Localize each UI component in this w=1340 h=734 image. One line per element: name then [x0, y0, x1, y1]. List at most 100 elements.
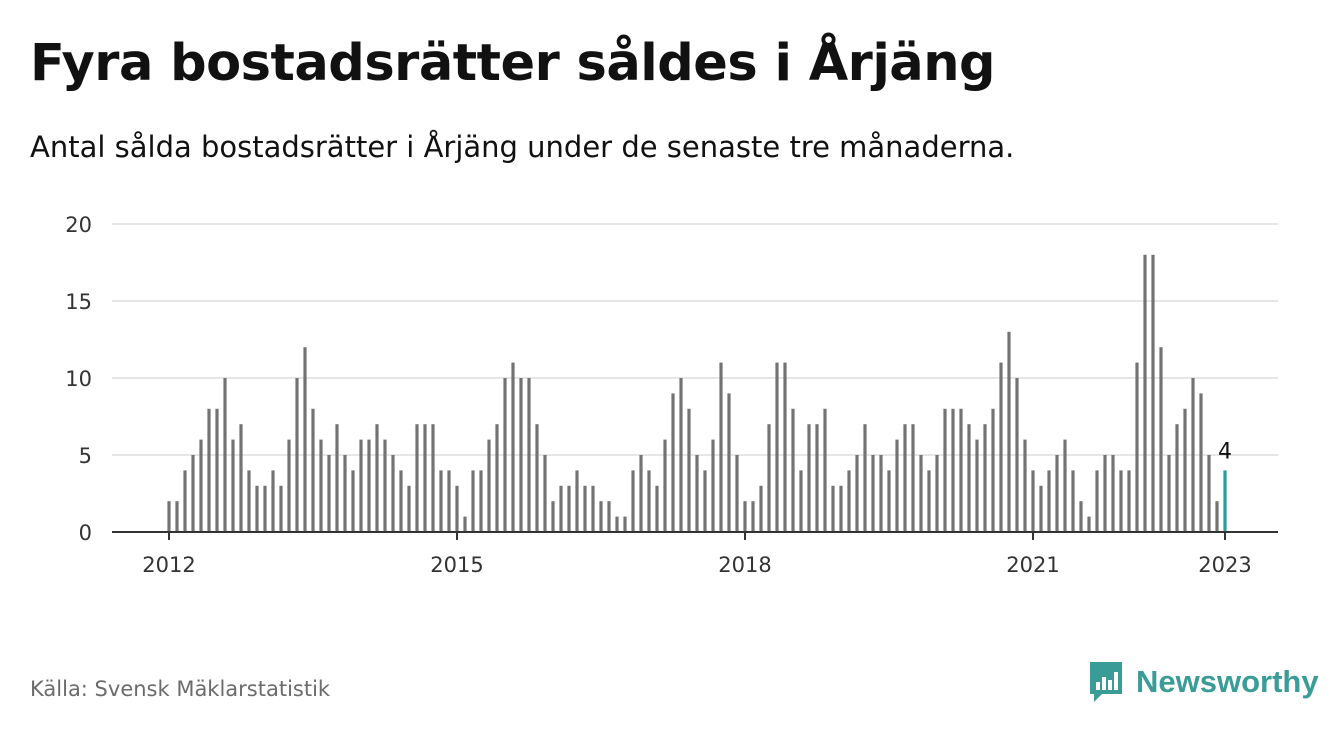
bar — [287, 439, 291, 532]
y-tick-label: 20 — [65, 213, 92, 237]
y-tick-label: 5 — [79, 444, 92, 468]
bar — [1103, 455, 1107, 532]
bar — [679, 378, 683, 532]
bar — [247, 470, 251, 532]
bar — [759, 485, 763, 532]
bar — [495, 424, 499, 532]
bar — [183, 470, 187, 532]
bar — [1095, 470, 1099, 532]
bar — [1135, 362, 1139, 532]
bar — [863, 424, 867, 532]
last-value-label: 4 — [1218, 439, 1232, 464]
bar — [559, 485, 563, 532]
bar — [223, 378, 227, 532]
bar — [687, 408, 691, 532]
bar — [543, 455, 547, 532]
bar — [807, 424, 811, 532]
bar — [911, 424, 915, 532]
bar — [551, 501, 555, 532]
bar — [919, 455, 923, 532]
bar — [711, 439, 715, 532]
bar — [1159, 347, 1163, 532]
bar — [1015, 378, 1019, 532]
bar — [415, 424, 419, 532]
bar — [999, 362, 1003, 532]
bar — [663, 439, 667, 532]
bar — [431, 424, 435, 532]
bar — [703, 470, 707, 532]
bar — [887, 470, 891, 532]
bar — [351, 470, 355, 532]
x-tick-label: 2021 — [1006, 553, 1059, 577]
bars — [167, 254, 1227, 533]
bar — [263, 485, 267, 532]
bar — [487, 439, 491, 532]
bar — [327, 455, 331, 532]
bar-chart: 0 5 10 15 20 2012 2015 2018 2021 2023 4 — [65, 213, 1278, 577]
bar — [463, 516, 467, 532]
brand: Newsworthy — [1088, 660, 1319, 704]
bar — [407, 485, 411, 532]
bar — [303, 347, 307, 532]
bar — [175, 501, 179, 532]
brand-name: Newsworthy — [1136, 664, 1319, 699]
bar — [343, 455, 347, 532]
bar — [647, 470, 651, 532]
bar — [959, 408, 963, 532]
bar — [1119, 470, 1123, 532]
bar — [1007, 331, 1011, 532]
bar — [975, 439, 979, 532]
bar — [335, 424, 339, 532]
bar — [871, 455, 875, 532]
bar — [767, 424, 771, 532]
x-tick-label: 2023 — [1198, 553, 1251, 577]
bar-highlighted — [1223, 470, 1227, 532]
bar — [1047, 470, 1051, 532]
bar — [383, 439, 387, 532]
bar — [743, 501, 747, 532]
bar — [791, 408, 795, 532]
bar — [1031, 470, 1035, 532]
bar — [1111, 455, 1115, 532]
x-tick-label: 2015 — [430, 553, 483, 577]
bar — [1071, 470, 1075, 532]
bar — [855, 455, 859, 532]
bar — [983, 424, 987, 532]
bar — [1207, 455, 1211, 532]
bar — [799, 470, 803, 532]
bar — [967, 424, 971, 532]
bar — [191, 455, 195, 532]
bar — [471, 470, 475, 532]
bar — [399, 470, 403, 532]
bar — [655, 485, 659, 532]
bar — [591, 485, 595, 532]
bar — [1191, 378, 1195, 532]
grid-lines — [112, 223, 1278, 456]
bar — [167, 501, 171, 532]
bar — [535, 424, 539, 532]
bar — [951, 408, 955, 532]
bar — [239, 424, 243, 532]
bar — [1079, 501, 1083, 532]
bar — [1183, 408, 1187, 532]
bar — [311, 408, 315, 532]
bar — [295, 378, 299, 532]
bar — [839, 485, 843, 532]
bar — [615, 516, 619, 532]
bar — [319, 439, 323, 532]
x-axis-ticks: 2012 2015 2018 2021 2023 — [142, 532, 1252, 577]
bar — [935, 455, 939, 532]
bar — [751, 501, 755, 532]
bar — [567, 485, 571, 532]
bar — [1151, 254, 1155, 533]
bar — [511, 362, 515, 532]
bar — [599, 501, 603, 532]
y-axis-labels: 0 5 10 15 20 — [65, 213, 92, 545]
y-tick-label: 10 — [65, 367, 92, 391]
bar — [271, 470, 275, 532]
bar — [255, 485, 259, 532]
bar — [783, 362, 787, 532]
bar — [1023, 439, 1027, 532]
bar — [391, 455, 395, 532]
bar — [231, 439, 235, 532]
